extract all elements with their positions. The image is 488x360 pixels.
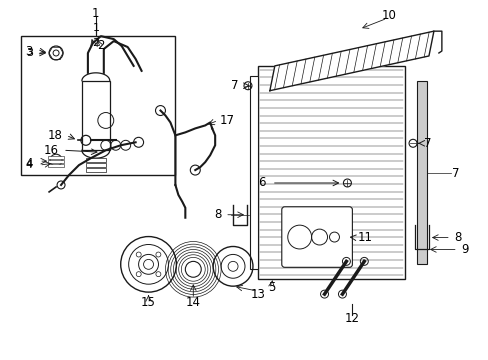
Text: 7: 7 — [423, 137, 430, 150]
Text: 1: 1 — [92, 7, 100, 20]
Polygon shape — [269, 31, 433, 91]
Bar — [257, 66, 404, 279]
Text: 7: 7 — [451, 167, 458, 180]
Text: 14: 14 — [185, 296, 201, 309]
Text: 16: 16 — [44, 144, 59, 157]
Text: 17: 17 — [220, 114, 235, 127]
Text: 2: 2 — [97, 39, 104, 51]
Bar — [48, 164, 64, 167]
Text: 10: 10 — [381, 9, 396, 22]
Bar — [82, 81, 109, 150]
Text: 4: 4 — [25, 157, 33, 170]
Text: 9: 9 — [460, 243, 468, 256]
Text: 11: 11 — [357, 231, 371, 244]
Text: 2: 2 — [92, 38, 99, 48]
Text: 1: 1 — [92, 23, 99, 33]
Text: 5: 5 — [267, 281, 275, 294]
Bar — [416, 81, 426, 264]
Text: 12: 12 — [344, 312, 359, 325]
Bar — [21, 36, 175, 175]
Text: 13: 13 — [250, 288, 265, 301]
Text: 3: 3 — [26, 48, 33, 58]
Bar — [249, 76, 257, 269]
Bar — [86, 168, 105, 172]
Bar — [86, 158, 105, 162]
Text: 7: 7 — [231, 79, 238, 92]
Bar — [48, 160, 64, 163]
Text: 18: 18 — [48, 129, 63, 142]
Text: 6: 6 — [258, 176, 265, 189]
FancyBboxPatch shape — [281, 207, 352, 267]
Text: 3: 3 — [25, 45, 33, 58]
Bar — [86, 163, 105, 167]
Text: 15: 15 — [141, 296, 156, 309]
Text: 8: 8 — [453, 231, 460, 244]
Text: 4: 4 — [25, 160, 33, 170]
Bar — [48, 156, 64, 159]
Text: 8: 8 — [214, 208, 222, 221]
